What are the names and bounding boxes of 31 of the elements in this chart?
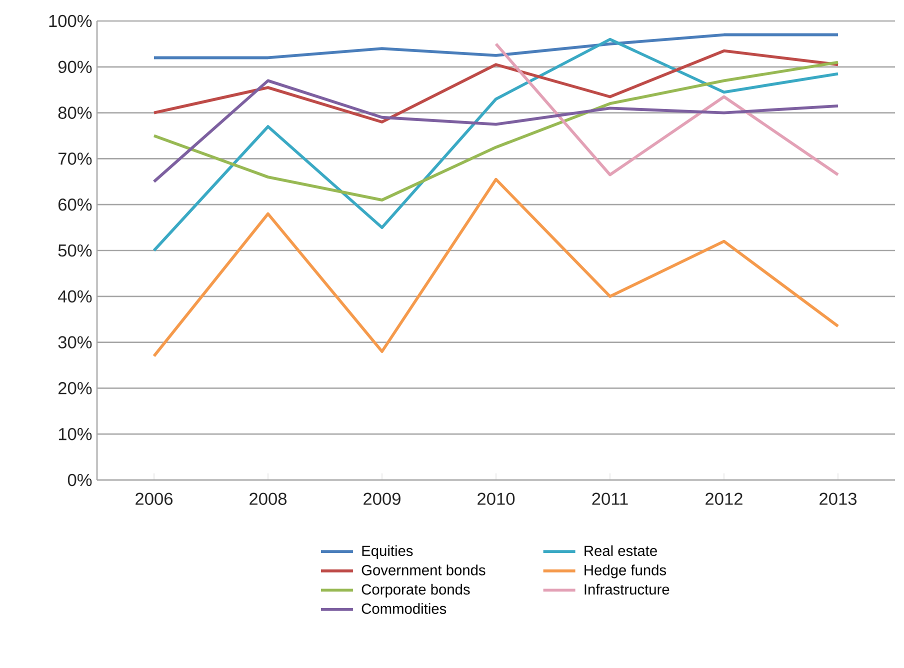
legend-label: Government bonds	[362, 564, 486, 576]
y-tick-label: 10%	[58, 428, 92, 440]
y-tick-label: 50%	[58, 244, 92, 257]
y-tick-label: 90%	[58, 60, 92, 74]
y-tick-label: 20%	[58, 382, 92, 394]
legend-label: Hedge funds	[584, 564, 666, 578]
y-tick-label: 70%	[58, 152, 92, 165]
x-tick-label: 2009	[364, 492, 400, 505]
legend-label: Equities	[362, 545, 413, 559]
y-tick-label: 30%	[58, 336, 92, 348]
y-tick-label: 0%	[68, 474, 92, 486]
line-series	[152, 38, 840, 252]
x-tick-label: 2008	[250, 492, 287, 505]
line-series	[152, 33, 840, 60]
x-tick-label: 2006	[136, 492, 173, 505]
legend-label: Corporate bonds	[362, 584, 470, 598]
y-tick-label: 40%	[58, 290, 92, 303]
x-tick-label: 2013	[820, 492, 857, 505]
y-tick-label: 100%	[49, 14, 92, 28]
x-tick-label: 2011	[592, 492, 628, 505]
y-tick-label: 80%	[58, 106, 92, 119]
legend-label: Commodities	[362, 603, 446, 614]
line-series	[152, 49, 840, 124]
line-series	[152, 79, 840, 184]
x-tick-label: 2012	[706, 492, 742, 505]
line-series	[152, 60, 840, 202]
y-tick-label: 60%	[58, 198, 92, 211]
x-tick-label: 2010	[478, 492, 515, 505]
legend-label: Real estate	[584, 545, 657, 556]
legend-label: Infrastructure	[584, 584, 670, 595]
line-series	[152, 178, 840, 358]
